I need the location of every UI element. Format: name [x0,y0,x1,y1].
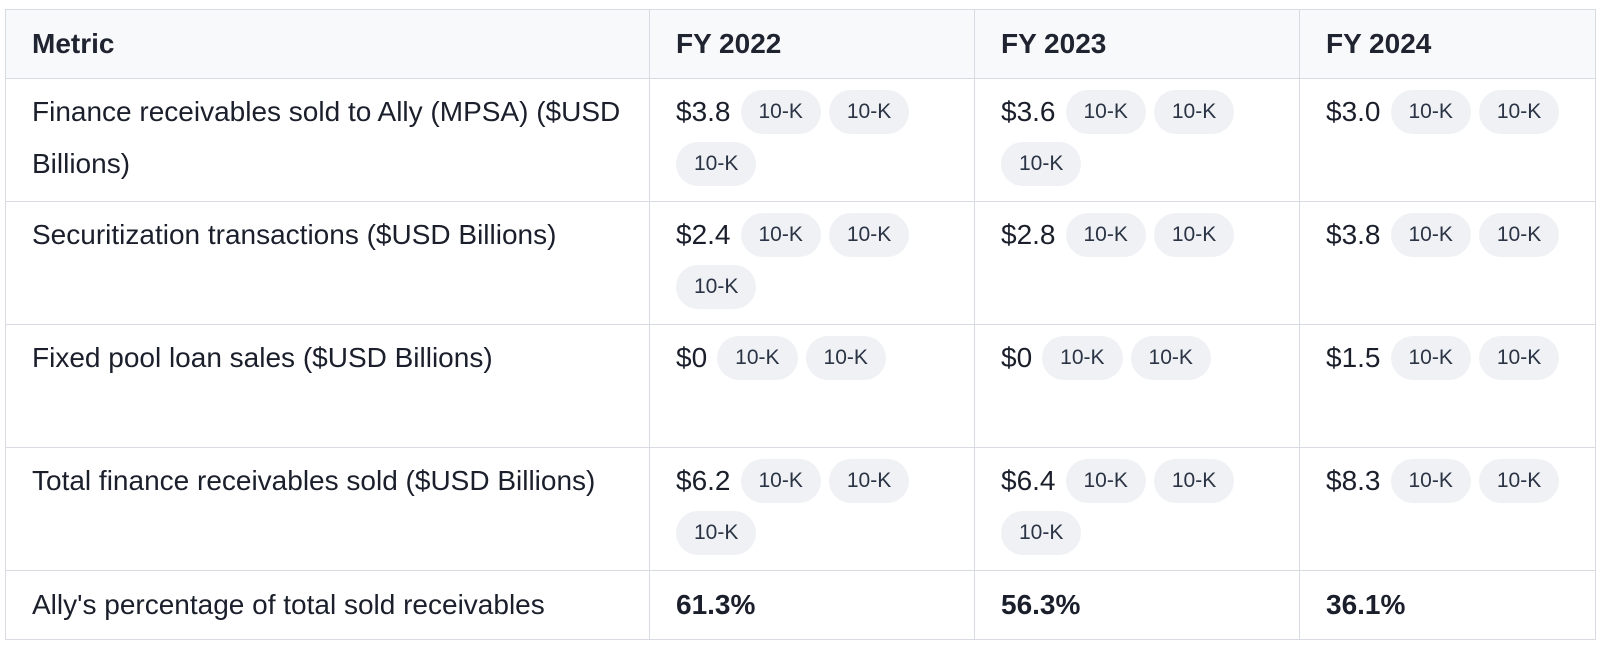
cell-content: $0 10-K 10-K [676,332,948,384]
source-citation-pill[interactable]: 10-K [1042,336,1123,380]
source-citation-pill[interactable]: 10-K [1153,90,1235,134]
cell-value: $1.5 [1326,342,1381,373]
source-citation-pill[interactable]: 10-K [676,142,757,186]
cell-content: $3.8 10-K 10-K [1326,209,1569,261]
value-cell: 61.3% [649,570,975,640]
source-citation-pill[interactable]: 10-K [740,213,821,257]
table-row: Finance receivables sold to Ally (MPSA) … [5,78,1596,202]
column-header-fy2022: FY 2022 [649,9,975,79]
cell-value: $6.4 [1001,465,1056,496]
metric-label: Ally's percentage of total sold receivab… [32,589,545,620]
metric-cell: Total finance receivables sold ($USD Bil… [5,447,650,571]
value-cell: $0 10-K 10-K [649,324,975,448]
cell-content: $3.8 10-K 10-K 10-K [676,86,948,190]
value-cell: $6.4 10-K 10-K 10-K [974,447,1300,571]
metric-cell: Finance receivables sold to Ally (MPSA) … [5,78,650,202]
source-citation-pill[interactable]: 10-K [1065,90,1146,134]
metric-label: Securitization transactions ($USD Billio… [32,219,557,250]
source-citation-pill[interactable]: 10-K [805,336,886,380]
cell-content: $3.0 10-K 10-K [1326,86,1569,138]
source-citation-pill[interactable]: 10-K [1153,459,1235,503]
cell-content: $2.4 10-K 10-K 10-K [676,209,948,313]
source-citation-pill[interactable]: 10-K [1478,336,1560,380]
source-citation-pill[interactable]: 10-K [1130,336,1211,380]
source-citation-pill[interactable]: 10-K [828,213,910,257]
column-header-fy2024: FY 2024 [1299,9,1596,79]
value-cell: $8.3 10-K 10-K [1299,447,1596,571]
table-row: Total finance receivables sold ($USD Bil… [5,447,1596,571]
source-citation-pill[interactable]: 10-K [740,459,821,503]
cell-value: $8.3 [1326,465,1381,496]
cell-value: $0 [676,342,708,373]
value-cell: $3.6 10-K 10-K 10-K [974,78,1300,202]
source-citation-pill[interactable]: 10-K [1065,459,1146,503]
cell-content: 56.3% [1001,588,1273,622]
cell-content: $1.5 10-K 10-K [1326,332,1569,384]
cell-value: $0 [1001,342,1033,373]
value-cell: $0 10-K 10-K [974,324,1300,448]
cell-value: $3.8 [676,96,731,127]
cell-content: 61.3% [676,588,948,622]
metric-cell: Securitization transactions ($USD Billio… [5,201,650,325]
column-header-metric: Metric [5,9,650,79]
source-citation-pill[interactable]: 10-K [1001,511,1082,555]
metric-label: Fixed pool loan sales ($USD Billions) [32,342,493,373]
value-cell: $3.8 10-K 10-K [1299,201,1596,325]
cell-content: $8.3 10-K 10-K [1326,455,1569,507]
cell-content: $6.4 10-K 10-K 10-K [1001,455,1273,559]
source-citation-pill[interactable]: 10-K [1065,213,1146,257]
source-citation-pill[interactable]: 10-K [1390,213,1471,257]
value-cell: $6.2 10-K 10-K 10-K [649,447,975,571]
metric-cell: Ally's percentage of total sold receivab… [5,570,650,640]
cell-value: $2.4 [676,219,731,250]
cell-value: 56.3% [1001,589,1081,620]
cell-value: 61.3% [676,589,756,620]
metric-label: Finance receivables sold to Ally (MPSA) … [32,96,621,179]
source-citation-pill[interactable]: 10-K [717,336,798,380]
cell-content: $0 10-K 10-K [1001,332,1273,384]
financial-table: Metric FY 2022 FY 2023 FY 2024 Finance r… [5,9,1596,640]
cell-content: 36.1% [1326,588,1569,622]
table-row: Fixed pool loan sales ($USD Billions) $0 1… [5,324,1596,448]
source-citation-pill[interactable]: 10-K [828,90,910,134]
source-citation-pill[interactable]: 10-K [1153,213,1235,257]
value-cell: $3.0 10-K 10-K [1299,78,1596,202]
cell-value: $3.8 [1326,219,1381,250]
financial-table-container: Metric FY 2022 FY 2023 FY 2024 Finance r… [5,9,1596,640]
table-body: Finance receivables sold to Ally (MPSA) … [5,78,1596,640]
value-cell: $1.5 10-K 10-K [1299,324,1596,448]
cell-content: $3.6 10-K 10-K 10-K [1001,86,1273,190]
table-header-row: Metric FY 2022 FY 2023 FY 2024 [5,9,1596,79]
column-header-fy2023: FY 2023 [974,9,1300,79]
source-citation-pill[interactable]: 10-K [1390,459,1471,503]
value-cell: 56.3% [974,570,1300,640]
value-cell: $3.8 10-K 10-K 10-K [649,78,975,202]
source-citation-pill[interactable]: 10-K [1390,336,1471,380]
value-cell: $2.4 10-K 10-K 10-K [649,201,975,325]
source-citation-pill[interactable]: 10-K [1001,142,1082,186]
cell-value: 36.1% [1326,589,1406,620]
source-citation-pill[interactable]: 10-K [1478,90,1560,134]
source-citation-pill[interactable]: 10-K [1478,459,1560,503]
source-citation-pill[interactable]: 10-K [740,90,821,134]
source-citation-pill[interactable]: 10-K [1390,90,1471,134]
source-citation-pill[interactable]: 10-K [828,459,910,503]
table-row: Ally's percentage of total sold receivab… [5,570,1596,640]
cell-value: $2.8 [1001,219,1056,250]
value-cell: $2.8 10-K 10-K [974,201,1300,325]
source-citation-pill[interactable]: 10-K [676,511,757,555]
cell-value: $6.2 [676,465,731,496]
metric-cell: Fixed pool loan sales ($USD Billions) [5,324,650,448]
cell-content: $2.8 10-K 10-K [1001,209,1273,261]
source-citation-pill[interactable]: 10-K [676,265,757,309]
cell-content: $6.2 10-K 10-K 10-K [676,455,948,559]
cell-value: $3.0 [1326,96,1381,127]
cell-value: $3.6 [1001,96,1056,127]
source-citation-pill[interactable]: 10-K [1478,213,1560,257]
table-row: Securitization transactions ($USD Billio… [5,201,1596,325]
value-cell: 36.1% [1299,570,1596,640]
metric-label: Total finance receivables sold ($USD Bil… [32,465,596,496]
